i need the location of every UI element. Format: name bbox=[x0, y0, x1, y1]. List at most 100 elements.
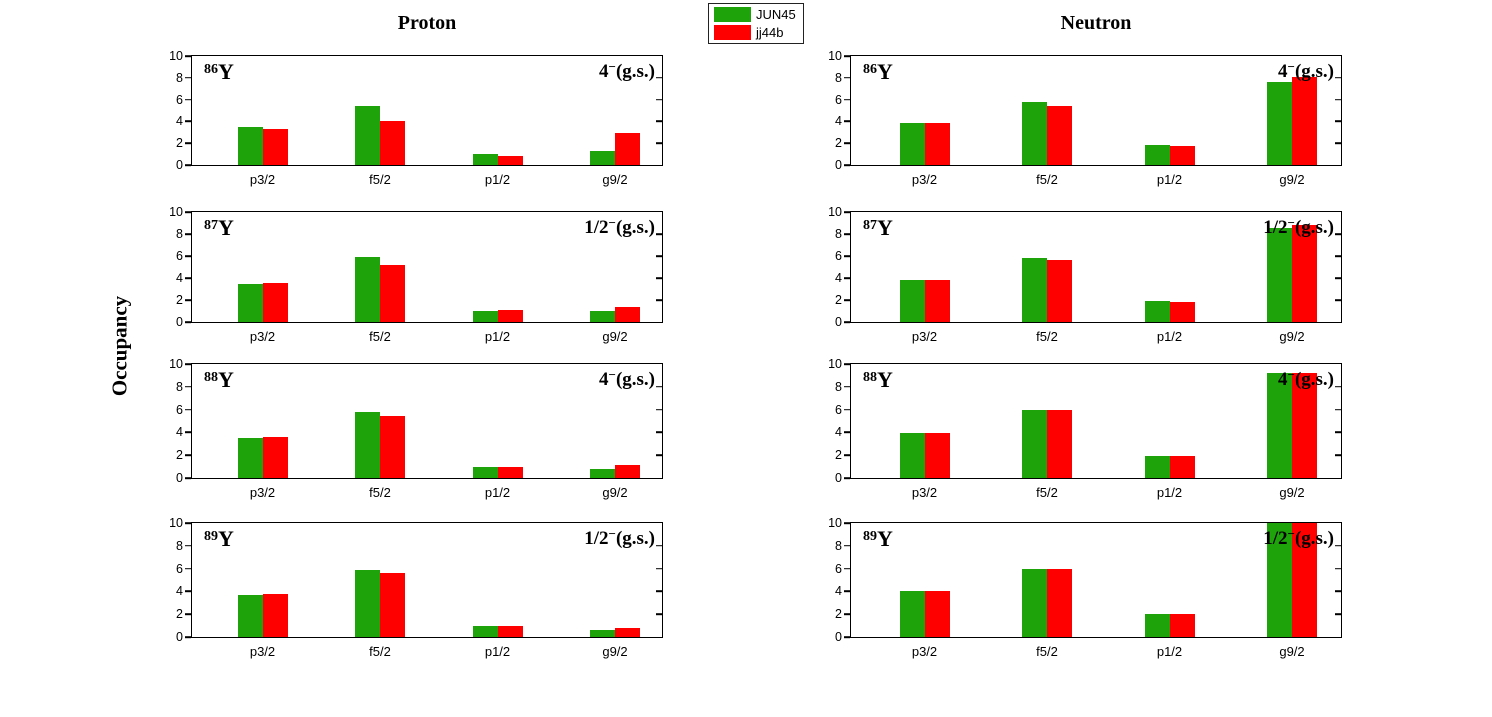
state-label: 4−(g.s.) bbox=[1278, 367, 1334, 390]
bar-jj44b-g92 bbox=[615, 628, 640, 637]
panel-89y-neutron: 89Y 1/2−(g.s.) 0 2 4 6 8 10 p3/2 f5/2 p1/2 g9/2 bbox=[828, 516, 1342, 659]
y-tick-mark bbox=[185, 477, 191, 479]
y-tick-mark bbox=[844, 431, 850, 434]
column-title-proton: Proton bbox=[397, 12, 457, 34]
y-tick-mark bbox=[656, 120, 662, 123]
bar-jun45-f52 bbox=[355, 105, 380, 165]
bar-jun45-f52 bbox=[1022, 257, 1047, 322]
x-tick-label: g9/2 bbox=[602, 172, 628, 187]
state-label: 1/2−(g.s.) bbox=[584, 215, 655, 238]
y-tick-label: 10 bbox=[169, 357, 183, 371]
bar-jun45-p12 bbox=[1144, 144, 1170, 165]
bar-jj44b-g92 bbox=[615, 132, 640, 165]
y-tick-label: 4 bbox=[835, 271, 842, 285]
y-tick-label: 8 bbox=[835, 227, 842, 241]
y-tick-mark bbox=[1335, 567, 1341, 570]
x-tick-label: g9/2 bbox=[1279, 329, 1305, 344]
y-tick-mark bbox=[656, 454, 662, 456]
y-tick-label: 8 bbox=[176, 70, 183, 85]
y-tick-label: 10 bbox=[828, 49, 842, 63]
isotope-label: 89Y bbox=[204, 526, 234, 551]
y-tick-mark bbox=[844, 386, 850, 388]
bar-jun45-p12 bbox=[1144, 455, 1170, 478]
bar-jun45-p32 bbox=[237, 127, 263, 165]
bar-jun45-g92 bbox=[1267, 227, 1292, 322]
y-tick-mark bbox=[656, 431, 662, 434]
y-tick-label: 8 bbox=[835, 538, 842, 553]
x-tick-label: f5/2 bbox=[369, 485, 391, 500]
x-tick-label: p1/2 bbox=[1156, 329, 1183, 344]
x-tick-label: p1/2 bbox=[484, 329, 511, 344]
y-tick-label: 8 bbox=[176, 227, 183, 241]
x-tick-label: p1/2 bbox=[1156, 644, 1183, 659]
state-label: 4−(g.s.) bbox=[599, 59, 655, 82]
y-tick-mark bbox=[656, 98, 662, 101]
y-axis-label: Occupancy bbox=[107, 295, 132, 397]
bar-jj44b-f52 bbox=[1047, 105, 1072, 165]
y-tick-label: 0 bbox=[835, 315, 842, 329]
y-tick-mark bbox=[844, 233, 850, 235]
y-tick-mark bbox=[185, 386, 191, 388]
x-tick-label: p1/2 bbox=[484, 485, 511, 500]
y-tick-mark bbox=[1335, 386, 1341, 388]
bar-jj44b-p12 bbox=[1169, 455, 1195, 478]
y-tick-mark bbox=[656, 408, 662, 411]
y-tick-mark bbox=[844, 408, 850, 411]
y-tick-mark bbox=[1335, 255, 1341, 257]
y-tick-label: 6 bbox=[835, 561, 842, 576]
bar-jun45-f52 bbox=[1022, 409, 1047, 478]
y-tick-mark bbox=[1335, 77, 1341, 79]
y-tick-label: 4 bbox=[176, 114, 183, 129]
y-tick-label: 6 bbox=[176, 561, 183, 576]
y-tick-mark bbox=[656, 77, 662, 79]
y-tick-mark bbox=[185, 299, 191, 301]
x-tick-label: f5/2 bbox=[1036, 329, 1058, 344]
x-tick-label: f5/2 bbox=[369, 644, 391, 659]
isotope-label: 87Y bbox=[204, 215, 234, 240]
legend: JUN45 jj44b bbox=[708, 3, 804, 44]
bar-jun45-g92 bbox=[1267, 82, 1292, 165]
x-tick-label: f5/2 bbox=[1036, 644, 1058, 659]
y-tick-mark bbox=[1335, 98, 1341, 101]
bar-jun45-f52 bbox=[1022, 101, 1047, 165]
y-tick-mark bbox=[185, 613, 191, 615]
y-tick-mark bbox=[185, 522, 191, 524]
x-tick-label: p1/2 bbox=[484, 644, 511, 659]
y-tick-mark bbox=[1335, 299, 1341, 301]
y-tick-mark bbox=[656, 567, 662, 570]
y-tick-mark bbox=[844, 363, 850, 365]
x-tick-label: f5/2 bbox=[1036, 172, 1058, 187]
x-tick-label: p3/2 bbox=[249, 485, 276, 500]
bar-jj44b-g92 bbox=[615, 465, 640, 478]
y-tick-label: 6 bbox=[176, 402, 183, 417]
y-tick-label: 6 bbox=[835, 402, 842, 417]
y-tick-mark bbox=[844, 567, 850, 570]
panel-86y-neutron: 86Y 4−(g.s.) 0 2 4 6 8 10 p3/2 f5/2 p1/2 g9/2 bbox=[828, 49, 1342, 187]
bar-jun45-p32 bbox=[899, 123, 925, 165]
y-tick-mark bbox=[844, 522, 850, 524]
bar-jun45-f52 bbox=[355, 257, 380, 322]
x-tick-label: p1/2 bbox=[1156, 172, 1183, 187]
state-label: 1/2−(g.s.) bbox=[1263, 215, 1334, 238]
bar-jj44b-p12 bbox=[1169, 302, 1195, 322]
y-tick-mark bbox=[1335, 545, 1341, 547]
y-tick-mark bbox=[185, 454, 191, 456]
isotope-label: 88Y bbox=[863, 367, 893, 392]
y-tick-mark bbox=[1335, 454, 1341, 456]
y-tick-mark bbox=[656, 233, 662, 235]
y-tick-mark bbox=[844, 164, 850, 166]
y-tick-mark bbox=[185, 545, 191, 547]
bar-jj44b-p32 bbox=[262, 282, 288, 322]
y-tick-mark bbox=[844, 454, 850, 456]
x-tick-label: f5/2 bbox=[369, 172, 391, 187]
y-tick-label: 4 bbox=[835, 114, 842, 129]
bar-jun45-p12 bbox=[1144, 614, 1170, 637]
bar-jj44b-f52 bbox=[380, 120, 405, 165]
y-tick-mark bbox=[1335, 233, 1341, 235]
y-tick-mark bbox=[185, 77, 191, 79]
y-tick-mark bbox=[844, 277, 850, 279]
y-tick-label: 6 bbox=[835, 249, 842, 263]
bar-jun45-g92 bbox=[1267, 373, 1292, 478]
bar-jun45-p32 bbox=[237, 595, 263, 637]
bar-jun45-p32 bbox=[899, 279, 925, 322]
